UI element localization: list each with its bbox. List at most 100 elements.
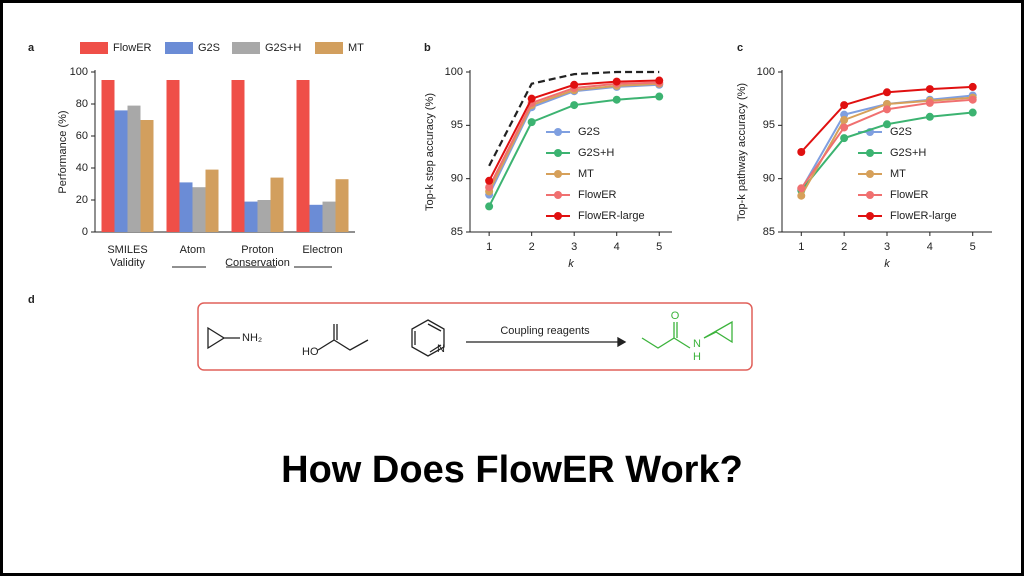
x-tick-label: 3 (884, 241, 890, 253)
legend-swatch (165, 42, 193, 54)
legend-label: FlowER (578, 189, 617, 201)
atom-label: H (693, 351, 701, 363)
point (485, 176, 494, 185)
y-tick-label: 80 (76, 98, 88, 110)
atom-label: O (671, 310, 680, 322)
x-tick-label: 1 (798, 241, 804, 253)
x-tick-label: 5 (656, 241, 662, 253)
point (883, 105, 891, 114)
x-tick-label: Electron (302, 244, 343, 256)
legend-marker (554, 128, 562, 136)
x-tick-label: Proton Conservation (225, 244, 290, 269)
point (840, 101, 849, 110)
atom-label: HO (302, 346, 319, 358)
legend-label: FlowER (113, 42, 152, 54)
point (570, 80, 579, 89)
legend-swatch (80, 42, 108, 54)
pyridine (411, 319, 445, 357)
legend-swatch (232, 42, 260, 54)
x-tick-label: 1 (486, 241, 492, 253)
reaction-diagram (197, 302, 753, 371)
x-tick-label: 4 (614, 241, 620, 253)
legend-label: G2S (198, 42, 220, 54)
panel-label: a (28, 42, 35, 54)
propanoic-acid (317, 324, 369, 351)
point (840, 123, 849, 132)
bar (322, 201, 336, 232)
bar (231, 80, 245, 232)
legend-label: FlowER-large (890, 210, 957, 222)
point (925, 85, 934, 94)
point (797, 191, 806, 200)
point (883, 120, 891, 129)
bar (309, 204, 323, 232)
y-tick-label: 20 (76, 194, 88, 206)
x-tick-label: 4 (927, 241, 933, 253)
bar (192, 187, 206, 232)
point (485, 183, 494, 192)
point (840, 116, 849, 124)
point (925, 112, 934, 121)
panel-label: d (28, 294, 35, 306)
panel-label: b (424, 42, 431, 54)
point (840, 134, 849, 143)
legend-label: G2S (890, 126, 912, 138)
point (485, 202, 494, 211)
legend-label: MT (578, 168, 594, 180)
point (655, 92, 664, 101)
point (968, 95, 977, 104)
legend-marker (554, 191, 562, 199)
legend-label: G2S (578, 126, 600, 138)
legend-label: FlowER-large (578, 210, 645, 222)
x-tick-label: Atom (179, 244, 206, 256)
bar (114, 110, 128, 232)
legend-label: FlowER (890, 189, 929, 201)
x-tick-label: 5 (970, 241, 976, 253)
legend-label: G2S+H (890, 147, 926, 159)
atom-label: N (437, 343, 445, 355)
point (968, 82, 977, 91)
legend-swatch (315, 42, 343, 54)
x-tick-label: 2 (841, 241, 847, 253)
arrow-head (617, 336, 627, 348)
x-tick-label: 2 (529, 241, 535, 253)
y-tick-label: 90 (451, 173, 463, 185)
point (883, 88, 891, 97)
bar (166, 80, 180, 232)
panel-label: c (737, 42, 743, 54)
line (488, 79, 660, 182)
bar (244, 201, 258, 232)
legend-label: MT (890, 168, 906, 180)
bar (335, 179, 349, 232)
y-tick-label: 100 (70, 66, 88, 78)
x-axis-label: k (884, 258, 890, 270)
line (488, 95, 660, 207)
point (570, 101, 579, 110)
point (797, 148, 806, 156)
point (925, 98, 934, 107)
point (655, 76, 664, 85)
y-axis-label: Top-k step accuracy (%) (424, 93, 436, 211)
arrow-label: Coupling reagents (500, 325, 590, 337)
legend-marker (554, 170, 562, 178)
legend-label: MT (348, 42, 364, 54)
y-tick-label: 100 (757, 66, 775, 78)
y-tick-label: 85 (451, 226, 463, 238)
point (612, 95, 621, 104)
bar (179, 182, 193, 232)
legend-marker (866, 170, 874, 178)
bar (205, 169, 219, 232)
point (797, 184, 806, 193)
y-tick-label: 0 (82, 226, 88, 238)
y-tick-label: 95 (451, 119, 463, 131)
bar (101, 80, 115, 232)
bar (127, 105, 141, 232)
bar (140, 120, 154, 232)
y-tick-label: 100 (445, 66, 463, 78)
point (527, 118, 536, 127)
cyclopropylamine (207, 326, 240, 350)
line (800, 85, 973, 153)
point (968, 108, 977, 117)
y-axis-label: Performance (%) (57, 110, 69, 193)
